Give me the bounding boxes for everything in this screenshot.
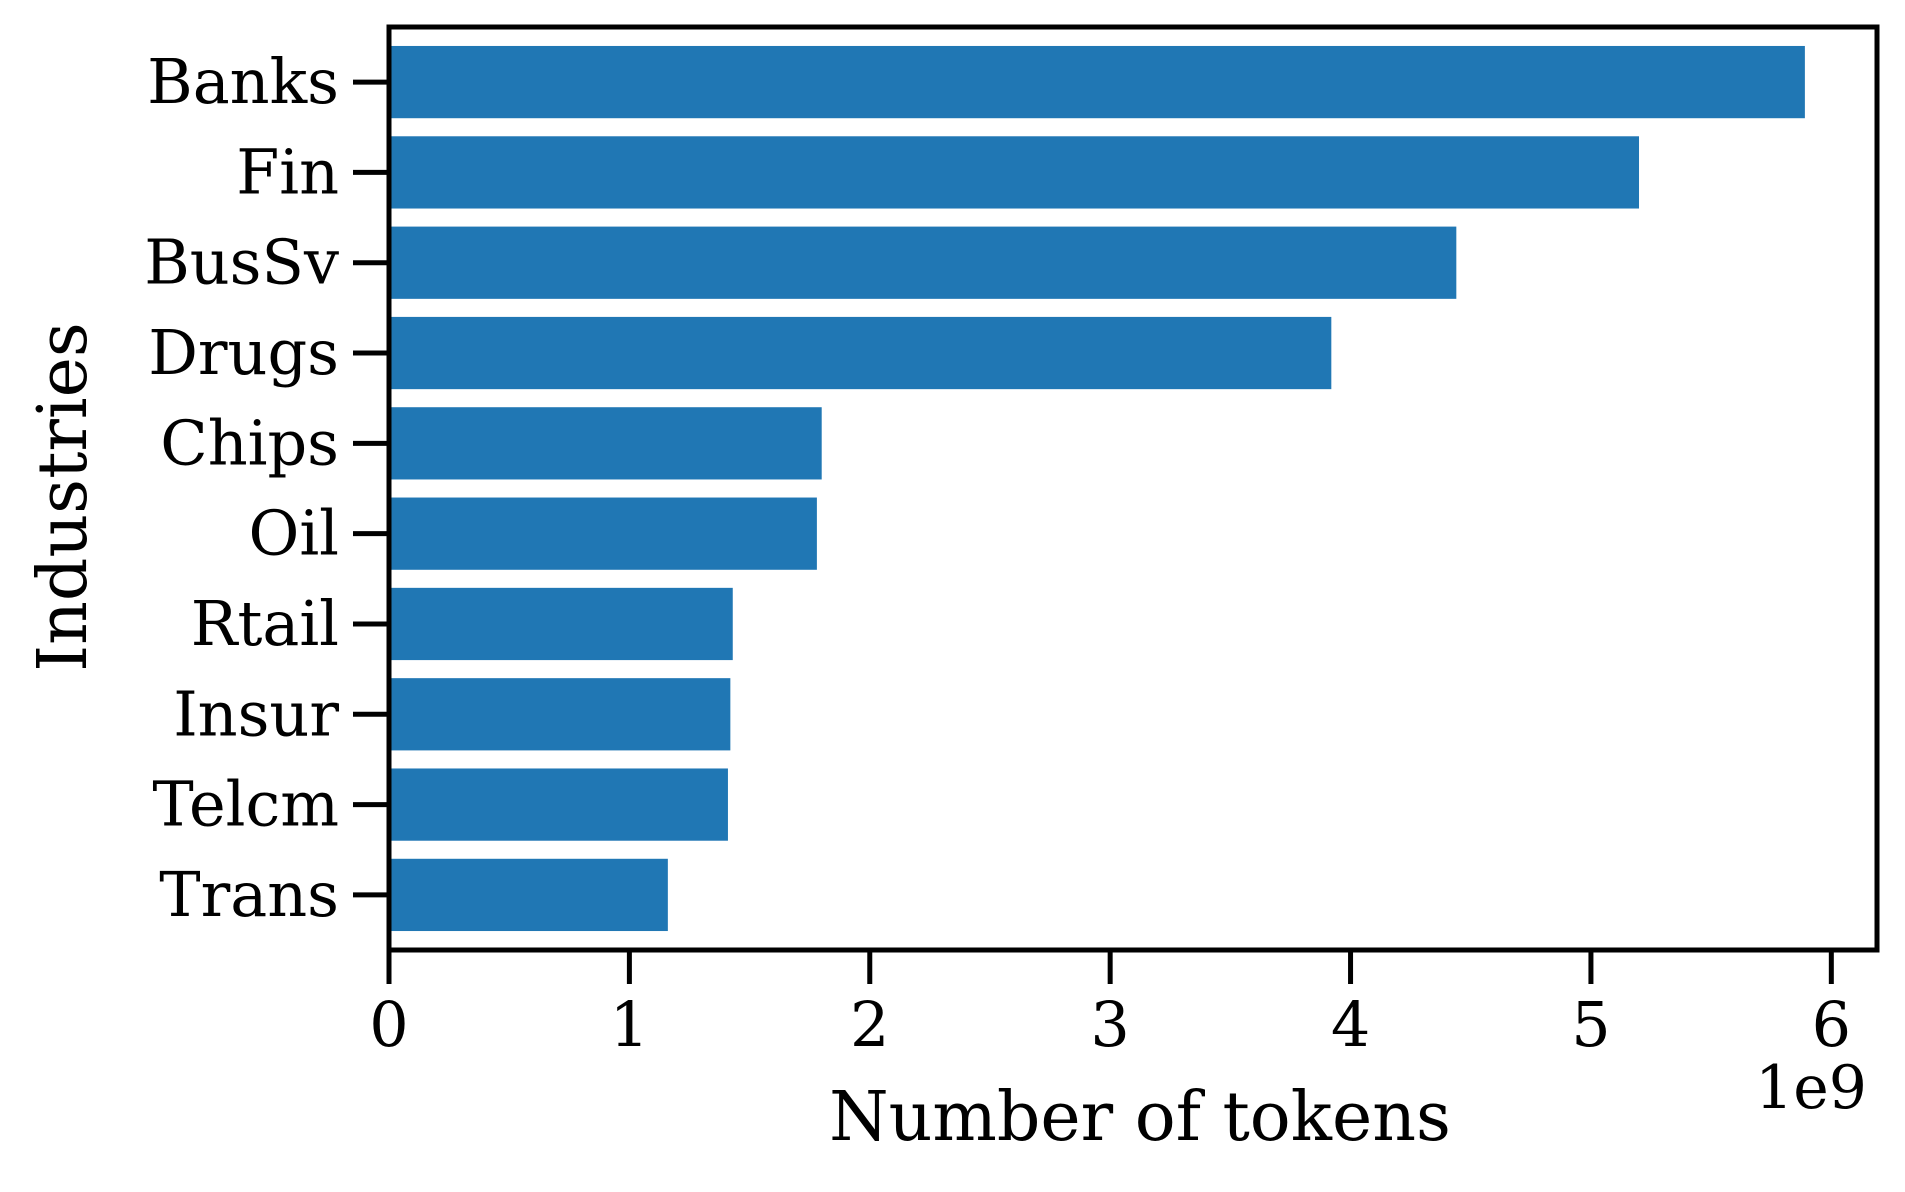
y-tick-label: Telcm	[152, 768, 339, 841]
bar	[389, 226, 1457, 299]
x-offset-text: 1e9	[1755, 1053, 1867, 1123]
bar	[389, 316, 1332, 390]
bar	[389, 768, 728, 841]
y-tick-label: Trans	[159, 858, 339, 931]
y-tick-label: Insur	[173, 677, 339, 750]
y-tick-label: Rtail	[191, 587, 339, 660]
y-axis-label: Industries	[24, 322, 103, 672]
x-tick-label: 0	[369, 988, 408, 1061]
y-tick-label: BusSv	[144, 226, 339, 299]
bar	[389, 587, 733, 661]
x-tick-label: 3	[1090, 988, 1129, 1061]
bar	[389, 136, 1640, 209]
y-tick-label: Drugs	[148, 316, 339, 389]
bar	[389, 407, 822, 480]
x-tick-label: 5	[1571, 988, 1610, 1061]
x-tick-label: 4	[1331, 988, 1370, 1061]
bar	[389, 497, 817, 570]
bar	[389, 678, 731, 751]
y-tick-label: Fin	[236, 135, 339, 208]
x-tick-label: 2	[850, 988, 889, 1061]
x-tick-label: 6	[1812, 988, 1851, 1061]
y-tick-label: Oil	[249, 497, 340, 570]
y-tick-label: Chips	[160, 406, 339, 479]
x-tick-label: 1	[610, 988, 649, 1061]
plot-frame	[386, 24, 1880, 953]
y-tick-label: Banks	[147, 45, 339, 118]
bar	[389, 858, 668, 932]
x-axis-label: Number of tokens	[829, 1078, 1451, 1157]
bar	[389, 45, 1805, 119]
